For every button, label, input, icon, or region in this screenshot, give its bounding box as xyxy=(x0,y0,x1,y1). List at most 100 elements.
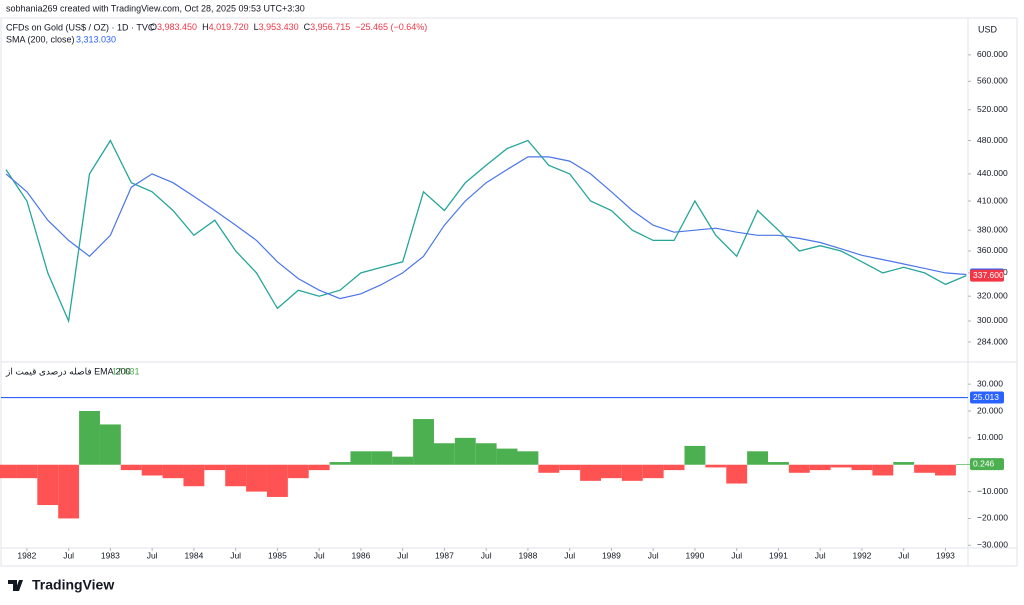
price-tag-label: 25.013 xyxy=(973,392,999,402)
x-tick-label: Jul xyxy=(481,550,492,560)
x-tick-label: Jul xyxy=(564,550,575,560)
histogram-bar xyxy=(287,464,309,479)
price-line xyxy=(5,139,967,324)
histogram-bar xyxy=(475,443,497,465)
x-tick-label: 1993 xyxy=(936,550,955,560)
histogram-bar xyxy=(809,464,831,471)
histogram-bar xyxy=(600,464,622,479)
x-tick-label: Jul xyxy=(314,550,325,560)
price-tag xyxy=(970,269,1004,282)
histogram-bar xyxy=(0,464,17,479)
legend-symbol: CFDs on Gold (US$ / OZ) · 1D · TVC xyxy=(6,22,155,32)
histogram-bar xyxy=(684,445,706,465)
x-tick-label: Jul xyxy=(230,550,241,560)
histogram-bar xyxy=(99,424,121,465)
y-tick-label: 20.000 xyxy=(977,405,1003,415)
y-tick-label: 600.000 xyxy=(977,49,1008,59)
x-tick-label: 1991 xyxy=(769,550,788,560)
histogram-bar xyxy=(266,464,288,497)
sma-line xyxy=(5,156,967,300)
y-tick-label: 440.000 xyxy=(977,168,1008,178)
histogram-bar xyxy=(851,464,873,471)
histogram-bar xyxy=(58,464,80,519)
histogram-bar xyxy=(79,411,100,465)
x-tick-label: Jul xyxy=(397,550,408,560)
y-tick-label: 360.000 xyxy=(977,245,1008,255)
histogram-bar xyxy=(392,456,414,465)
histogram-bar xyxy=(517,451,539,465)
x-tick-label: 1992 xyxy=(852,550,871,560)
histogram-bar xyxy=(16,464,38,479)
ohlc-key: H xyxy=(202,22,209,32)
y-tick-label: 300.000 xyxy=(977,315,1008,325)
histogram-bar xyxy=(559,464,581,471)
logo: TradingView xyxy=(8,577,114,593)
ohlc-key: L xyxy=(254,22,259,32)
y-tick-label: 10.000 xyxy=(977,432,1003,442)
currency: USD xyxy=(978,24,998,34)
histogram-bar xyxy=(246,464,267,492)
histogram-bar xyxy=(225,464,247,487)
price-tag xyxy=(970,458,1004,471)
histogram-bar xyxy=(726,464,748,484)
brand: TradingView xyxy=(32,577,114,593)
x-tick-label: 1985 xyxy=(268,550,287,560)
histogram-bar xyxy=(371,451,393,465)
histogram-bar xyxy=(454,437,476,465)
histogram-bar xyxy=(204,464,226,471)
histogram-bar xyxy=(37,464,59,506)
y-tick-label: −20.000 xyxy=(977,513,1008,523)
histogram-bar xyxy=(141,464,163,476)
legend-indicator: SMA (200, close) xyxy=(6,34,75,44)
y-tick-label: 480.000 xyxy=(977,135,1008,145)
histogram-bar xyxy=(935,464,956,476)
y-tick-label: 30.000 xyxy=(977,378,1003,388)
histogram-bar xyxy=(621,464,643,481)
histogram-bar xyxy=(830,464,852,468)
histogram-bar xyxy=(413,419,434,465)
histogram-bar xyxy=(663,464,685,471)
y-tick-label: 520.000 xyxy=(977,104,1008,114)
header: sobhania269 created with TradingView.com… xyxy=(6,3,305,13)
x-tick-label: Jul xyxy=(731,550,742,560)
ohlc-key: C xyxy=(304,22,311,32)
histogram-bar xyxy=(580,464,601,481)
x-tick-label: Jul xyxy=(648,550,659,560)
ohlc-value: 3,953.430 xyxy=(259,22,299,32)
histogram-bar xyxy=(955,464,977,465)
histogram-bar xyxy=(120,464,142,471)
x-tick-label: 1986 xyxy=(351,550,370,560)
histogram-bar xyxy=(768,462,789,465)
y-tick-label: −10.000 xyxy=(977,486,1008,496)
logo-mark xyxy=(8,580,23,591)
y-tick-label: 320.000 xyxy=(977,290,1008,300)
legend-ohlc: O3,983.450 H4,019.720 L3,953.430 C3,956.715… xyxy=(150,22,427,32)
legend-indicator-value: 17.631 xyxy=(112,366,140,376)
x-tick-label: Jul xyxy=(147,550,158,560)
histogram-bar xyxy=(872,464,894,476)
y-tick-label: 560.000 xyxy=(977,76,1008,86)
ohlc-value: 3,983.450 xyxy=(157,22,197,32)
x-tick-label: 1989 xyxy=(602,550,621,560)
histogram-bar xyxy=(308,464,330,471)
y-tick-label: 284.000 xyxy=(977,336,1008,346)
histogram-bar xyxy=(350,451,372,465)
change: −25.465 (−0.64%) xyxy=(355,22,427,32)
histogram-bar xyxy=(914,464,936,473)
frame xyxy=(0,17,1018,567)
histogram-bar xyxy=(433,443,455,465)
histogram-bar xyxy=(705,464,727,468)
ohlc-key: O xyxy=(150,22,157,32)
x-tick-label: 1988 xyxy=(518,550,537,560)
histogram-bar xyxy=(538,464,560,473)
histogram-bar xyxy=(893,462,915,465)
x-tick-label: 1982 xyxy=(17,550,36,560)
x-tick-label: 1984 xyxy=(184,550,203,560)
price-tag xyxy=(970,391,1004,404)
histogram-bar xyxy=(747,451,769,465)
ohlc-value: 3,956.715 xyxy=(310,22,350,32)
x-tick-label: Jul xyxy=(898,550,909,560)
